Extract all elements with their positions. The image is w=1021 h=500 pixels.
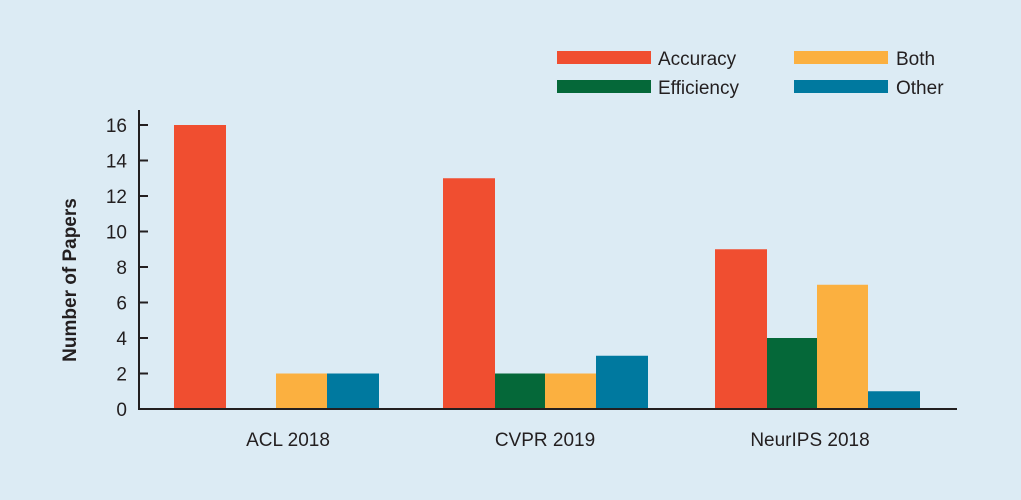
y-tick-label: 2 <box>116 365 127 386</box>
y-tick-label: 12 <box>106 187 127 208</box>
legend-swatch <box>557 51 651 64</box>
legend: Accuracy Efficiency Both Other <box>557 49 944 99</box>
bar-efficiency-1 <box>495 373 545 409</box>
bar-both-0 <box>276 373 327 409</box>
y-tick-label: 0 <box>116 400 127 421</box>
x-category-label: ACL 2018 <box>246 430 330 451</box>
y-tick-label: 10 <box>106 223 127 244</box>
bar-both-2 <box>817 284 868 409</box>
legend-swatch <box>557 80 651 93</box>
bar-other-2 <box>868 391 920 409</box>
bar-other-1 <box>596 355 648 409</box>
legend-swatch <box>794 51 888 64</box>
legend-label: Efficiency <box>658 78 739 99</box>
legend-label: Both <box>896 49 935 70</box>
legend-label: Other <box>896 78 944 99</box>
x-labels-layer: ACL 2018 CVPR 2019 NeurIPS 2018 <box>246 430 870 451</box>
bar-accuracy-2 <box>715 249 767 409</box>
y-tick-label: 14 <box>106 152 128 173</box>
bar-other-0 <box>327 373 379 409</box>
bar-accuracy-1 <box>443 178 495 409</box>
legend-label: Accuracy <box>658 49 737 70</box>
y-tick-label: 6 <box>116 294 127 315</box>
y-tick-label: 16 <box>106 116 127 137</box>
legend-swatch <box>794 80 888 93</box>
bar-both-1 <box>545 373 596 409</box>
y-axis-title: Number of Papers <box>60 198 81 362</box>
y-tick-label: 8 <box>116 258 127 279</box>
bar-accuracy-0 <box>174 125 226 409</box>
x-category-label: CVPR 2019 <box>495 430 595 451</box>
x-category-label: NeurIPS 2018 <box>750 430 869 451</box>
y-ticks-layer: 0 2 4 6 8 10 12 14 16 <box>106 116 148 421</box>
bar-efficiency-2 <box>767 338 817 409</box>
bars-layer <box>174 125 920 409</box>
y-tick-label: 4 <box>116 329 127 350</box>
